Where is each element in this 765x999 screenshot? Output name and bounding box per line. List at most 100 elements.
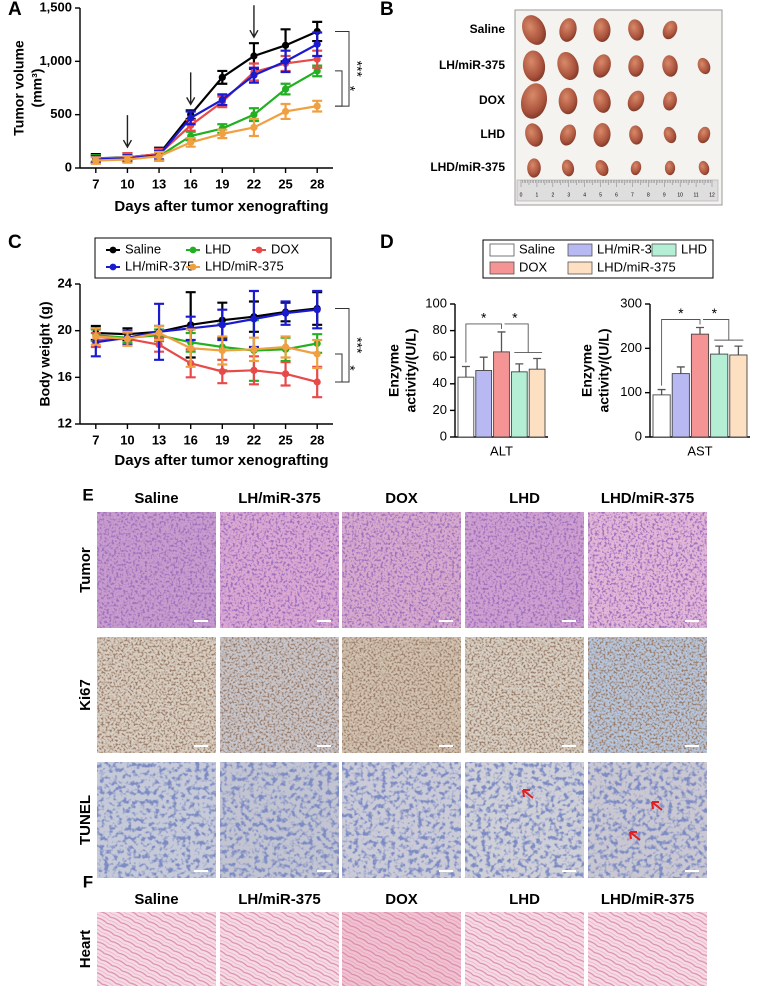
panel-letter: C bbox=[8, 232, 22, 253]
error-bar bbox=[734, 345, 743, 355]
y-tick-label: 20 bbox=[433, 402, 447, 417]
tumor bbox=[663, 126, 677, 144]
data-point bbox=[281, 343, 290, 351]
data-point bbox=[281, 57, 290, 65]
data-point bbox=[218, 73, 226, 81]
ruler-label: 1 bbox=[536, 192, 539, 198]
column-label: Saline bbox=[134, 891, 178, 908]
legend-marker bbox=[189, 263, 197, 271]
bar bbox=[510, 371, 528, 438]
micrograph-texture bbox=[342, 512, 461, 628]
scale-bar bbox=[562, 620, 576, 622]
legend-label: LHD/miR-375 bbox=[205, 258, 284, 273]
y-axis-label: (mm³) bbox=[29, 69, 45, 108]
y-tick-label: 0 bbox=[65, 159, 72, 174]
significance-bracket bbox=[465, 323, 502, 363]
micrograph-texture bbox=[97, 512, 216, 628]
data-point bbox=[250, 315, 258, 323]
y-axis-label: Enzyme bbox=[579, 344, 595, 397]
legend-marker bbox=[255, 246, 263, 254]
error-bar bbox=[479, 356, 488, 371]
data-point bbox=[313, 55, 321, 63]
row-label: Heart bbox=[77, 930, 94, 968]
tumor bbox=[628, 19, 644, 41]
column-label: Saline bbox=[134, 490, 178, 507]
panel-letter: F bbox=[83, 872, 93, 891]
y-tick-label: 0 bbox=[635, 428, 642, 443]
x-tick-label: 13 bbox=[152, 432, 166, 447]
bar bbox=[457, 376, 475, 438]
tumor bbox=[557, 51, 579, 81]
scale-bar bbox=[562, 745, 576, 747]
x-tick-label: 7 bbox=[92, 176, 99, 191]
x-tick-label: 28 bbox=[310, 432, 324, 447]
error-bar bbox=[676, 366, 685, 374]
significance-bracket bbox=[335, 353, 343, 383]
data-point bbox=[313, 40, 321, 48]
bar bbox=[528, 368, 546, 438]
panel-letter: A bbox=[8, 0, 22, 20]
data-point bbox=[250, 71, 258, 79]
tumor bbox=[593, 123, 611, 147]
data-point bbox=[313, 67, 321, 75]
legend-label: DOX bbox=[271, 241, 300, 256]
y-tick-label: 40 bbox=[433, 375, 447, 390]
legend-swatch bbox=[567, 261, 593, 275]
photo-row-label: LH/miR-375 bbox=[439, 58, 505, 72]
micrograph-texture bbox=[465, 637, 584, 753]
y-tick-label: 20 bbox=[58, 322, 72, 337]
legend-label: LH/miR-375 bbox=[597, 241, 666, 256]
data-point bbox=[281, 41, 290, 49]
micrograph bbox=[588, 912, 707, 986]
micrograph-texture bbox=[342, 637, 461, 753]
data-point bbox=[250, 111, 258, 119]
error-bar bbox=[696, 326, 704, 335]
column-label: LH/miR-375 bbox=[238, 490, 321, 507]
significance-bracket bbox=[703, 319, 744, 341]
legend-label: DOX bbox=[519, 259, 548, 274]
y-tick-label: 500 bbox=[50, 106, 72, 121]
legend-label: LHD bbox=[205, 241, 231, 256]
micrograph-texture bbox=[97, 762, 216, 878]
scale-bar bbox=[194, 745, 208, 747]
micrograph bbox=[220, 912, 339, 986]
photo-row-label: LHD/miR-375 bbox=[430, 160, 505, 174]
micrograph-texture bbox=[97, 637, 216, 753]
treatment-arrow bbox=[122, 115, 133, 149]
ruler-label: 10 bbox=[677, 192, 683, 198]
column-label: DOX bbox=[385, 891, 418, 908]
data-point bbox=[250, 345, 258, 353]
error-bar bbox=[497, 331, 506, 352]
micrograph-texture bbox=[588, 512, 707, 628]
x-axis-label: Days after tumor xenografting bbox=[114, 198, 328, 215]
legend-marker bbox=[109, 246, 117, 254]
ruler-label: 3 bbox=[567, 192, 570, 198]
legend-label: Saline bbox=[519, 241, 555, 256]
micrograph bbox=[342, 912, 461, 986]
photo-row-label: LHD bbox=[480, 127, 505, 141]
legend-marker bbox=[189, 246, 197, 254]
column-label: LHD/miR-375 bbox=[601, 490, 694, 507]
significance-label: * bbox=[712, 305, 718, 321]
x-tick-label: 25 bbox=[278, 432, 292, 447]
data-point bbox=[218, 367, 226, 376]
x-tick-label: 22 bbox=[247, 432, 261, 447]
scale-bar bbox=[685, 870, 699, 872]
scale-bar bbox=[439, 745, 453, 747]
data-point bbox=[218, 96, 226, 104]
x-tick-label: 10 bbox=[120, 176, 134, 191]
y-tick-label: 60 bbox=[433, 349, 447, 364]
series-line bbox=[95, 337, 318, 384]
tumor bbox=[522, 50, 546, 82]
x-tick-label: 28 bbox=[310, 176, 324, 191]
error-bar bbox=[657, 388, 666, 395]
tumor bbox=[662, 55, 678, 77]
ruler-label: 2 bbox=[551, 192, 554, 198]
scale-bar bbox=[194, 870, 208, 872]
legend-swatch bbox=[567, 243, 593, 257]
y-axis-label: Body weight (g) bbox=[37, 302, 53, 407]
bar bbox=[475, 370, 493, 438]
ruler-label: 12 bbox=[709, 192, 715, 198]
y-tick-label: 300 bbox=[620, 295, 642, 310]
